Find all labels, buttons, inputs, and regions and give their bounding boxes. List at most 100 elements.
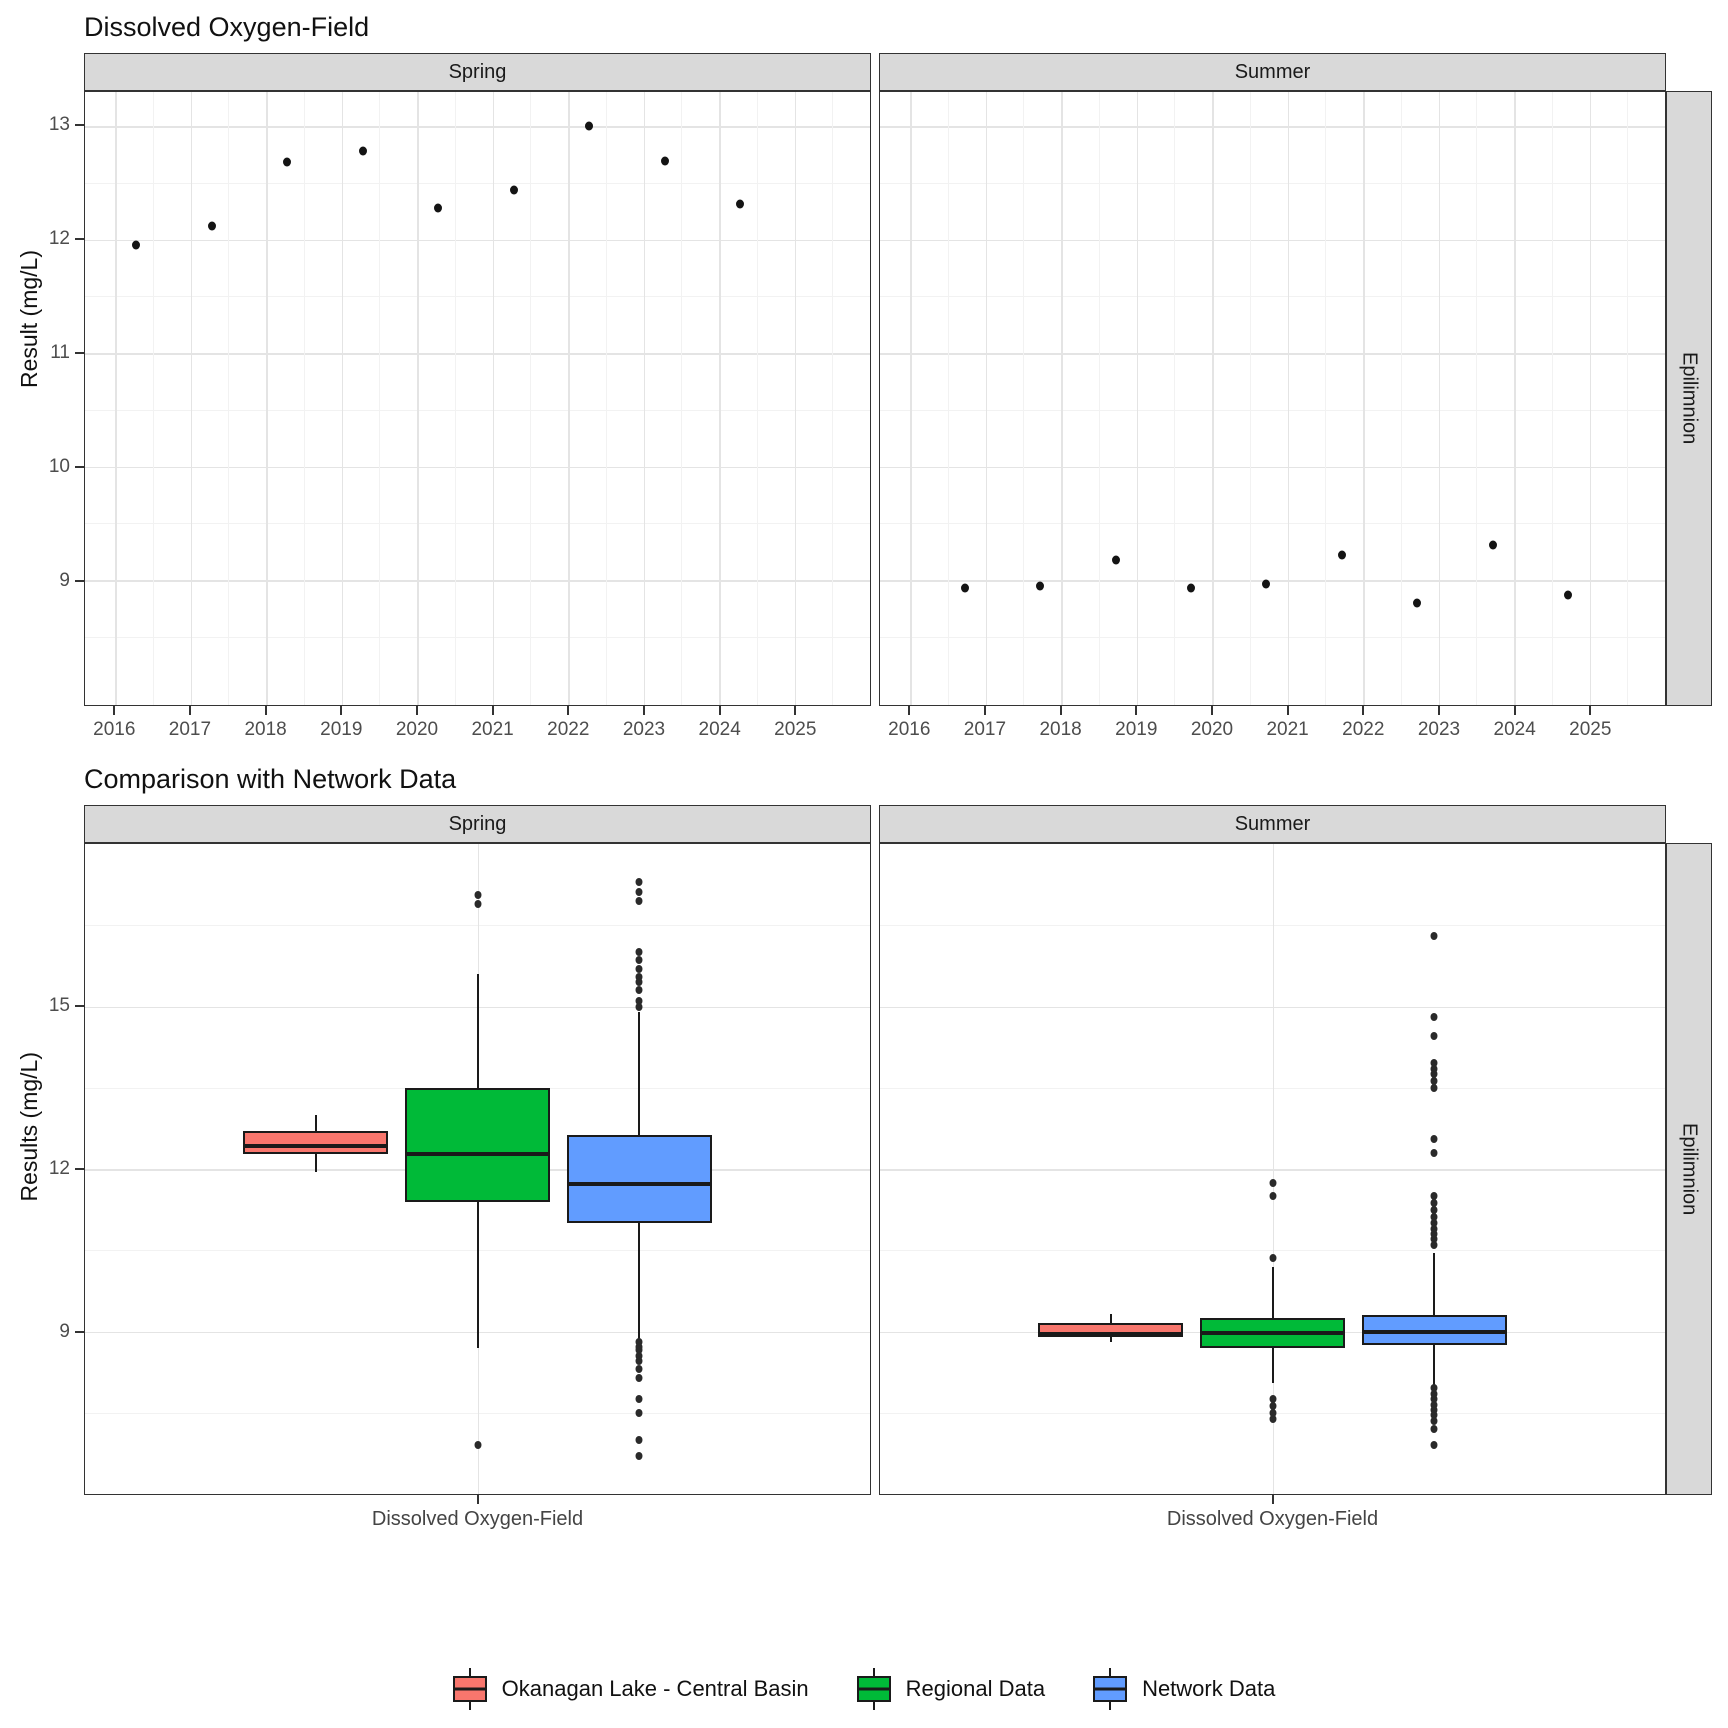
panel-row: 9 10 11 12 13 Epilimnion [0,91,1728,706]
x-axis-spring: Dissolved Oxygen-Field [84,1495,871,1559]
facet-row-strip: Epilimnion [1666,843,1712,1495]
x-tick-label: 2025 [1569,719,1612,740]
corner-spacer [1666,706,1712,754]
y-tick-label: 12 [48,228,70,250]
y-tick-mark [75,1005,84,1007]
gridline-major [1589,92,1592,705]
gridline-major [880,353,1665,355]
outlier-point [1430,1395,1438,1404]
gridline-minor [1325,92,1327,705]
outlier-point [474,891,481,900]
data-point [1413,598,1422,608]
x-axis-label: Dissolved Oxygen-Field [1166,1508,1379,1530]
data-point [1564,590,1573,600]
outlier-point [1430,1205,1438,1214]
gridline-major [880,580,1665,582]
x-axis-label: Dissolved Oxygen-Field [371,1508,584,1530]
y-tick-label: 9 [59,1321,70,1342]
gridline-major [985,92,988,705]
margin-spacer [1712,53,1728,91]
y-axis: 9 12 15 [0,843,84,1495]
axis-gutter-spacer [0,1495,84,1559]
x-axis-summer: Dissolved Oxygen-Field [879,1495,1666,1559]
x-tick-mark [264,706,267,715]
boxplot-key-icon [856,1668,891,1710]
median-line [404,1151,551,1156]
x-tick-label: 2024 [698,719,741,740]
gridline-minor [1098,92,1100,705]
box-okanagan [243,1131,389,1154]
x-tick-label: 2025 [774,719,817,740]
gridline-minor [379,92,381,705]
panel-summer [879,91,1666,706]
legend-label: Regional Data [905,1676,1046,1701]
data-point [207,221,216,231]
gridline-minor [880,523,1665,525]
x-tick-mark [1271,1495,1274,1504]
x-tick-mark [188,706,191,715]
outlier-point [1430,1148,1438,1157]
outlier-point [1430,1083,1438,1092]
gridline-major [85,239,870,242]
gridline-major [1287,92,1290,705]
y-tick-mark [75,579,84,582]
outlier-point [635,948,643,957]
panel-summer [879,843,1666,1495]
x-tick-mark [642,706,645,715]
panel-gap [871,1495,879,1559]
gridline-minor [530,92,532,705]
gridline-minor [1627,92,1629,705]
outlier-point [1430,1198,1438,1207]
gridline-major [85,126,870,128]
outlier-point [635,1365,643,1374]
gridline-major [1136,92,1139,705]
x-tick-mark [1286,706,1289,715]
x-tick-label: 2016 [888,719,931,740]
margin-spacer [1712,706,1728,754]
gridline-minor [85,523,870,525]
outlier-point [635,956,643,965]
gridline-major [719,92,721,705]
axis-gutter-spacer [0,53,84,91]
y-tick-label: 11 [50,341,70,363]
x-tick-mark [1589,706,1592,715]
x-tick-label: 2019 [320,719,363,740]
x-tick-label: 2020 [395,719,439,740]
panel-row: 9 12 15 Epilimnion [0,843,1728,1495]
gridline-major [568,92,570,705]
median-line [1038,1332,1184,1337]
outlier-point [1430,1224,1438,1233]
x-tick-label: 2019 [1115,719,1158,740]
outlier-point [1430,1070,1438,1079]
gridline-major [1061,92,1063,705]
panel-gap [871,91,879,706]
axis-gutter-spacer [0,805,84,843]
x-tick-label: 2023 [622,719,666,740]
gridline-major [85,466,870,469]
data-point [434,203,443,213]
x-tick-mark [1210,706,1213,715]
outlier-point [1430,1219,1438,1228]
gridline-minor [85,636,870,638]
y-tick-mark [75,465,84,468]
box-network [566,1135,712,1224]
gridline-major [1363,92,1365,705]
gridline-minor [1174,92,1176,705]
gridline-major [1212,92,1214,705]
gridline-major [643,92,646,705]
data-point [1262,579,1271,589]
outlier-point [1269,1408,1276,1417]
data-point [132,240,141,250]
x-tick-mark [1135,706,1138,715]
data-point [736,199,745,209]
outlier-point [635,1346,643,1355]
gridline-minor [303,92,305,705]
gridline-minor [454,92,456,705]
outlier-point [1269,1192,1276,1201]
facet-strip-row: Spring Summer [0,53,1728,91]
median-line [1361,1329,1507,1334]
y-tick-mark [75,238,84,241]
outlier-point [1430,1059,1438,1068]
x-tick-mark [113,706,116,715]
outlier-point [1269,1402,1276,1411]
